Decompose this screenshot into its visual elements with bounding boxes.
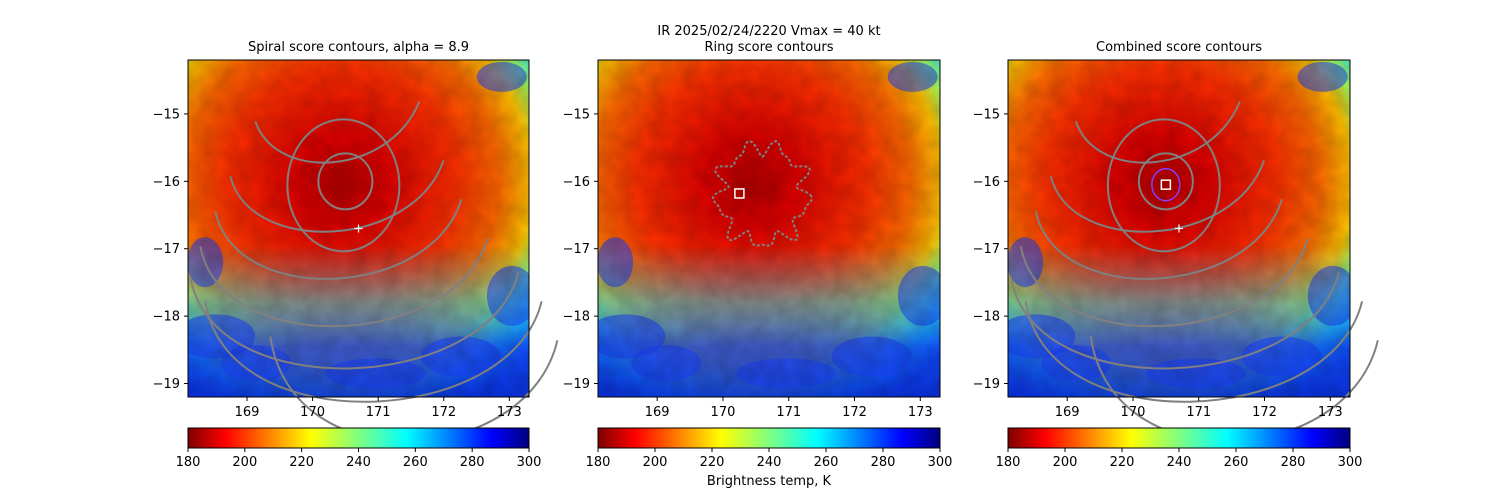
y-tick-label: −15 <box>563 107 590 122</box>
colorbar-tick-label: 280 <box>871 455 896 470</box>
colorbar-tick-label: 300 <box>928 455 953 470</box>
axes-frame <box>597 59 941 398</box>
contour-arc <box>189 272 520 370</box>
contour-arc <box>1009 272 1340 370</box>
contour-arc <box>199 238 489 328</box>
y-tick-label: −19 <box>563 377 590 392</box>
x-tick-label: 170 <box>711 405 736 420</box>
y-tick-label: −18 <box>153 310 180 325</box>
contour-middle <box>286 118 401 253</box>
colorbar-tick-label: 260 <box>403 455 428 470</box>
colorbar-tick-label: 240 <box>1167 455 1192 470</box>
x-tick-label: 169 <box>235 405 260 420</box>
colorbar-tick-label: 200 <box>232 455 257 470</box>
center-square-marker <box>1160 179 1172 190</box>
contour-arc <box>1074 100 1241 164</box>
y-tick-label: −17 <box>563 242 590 257</box>
contour-middle <box>1106 118 1221 253</box>
contour-arc <box>204 301 543 403</box>
x-tick-label: 171 <box>776 405 801 420</box>
contour-arc <box>229 159 445 233</box>
y-tick-label: −18 <box>563 310 590 325</box>
colorbar-tick-label: 220 <box>289 455 314 470</box>
colorbar-tick-label: 260 <box>814 455 839 470</box>
x-tick-label: 171 <box>366 405 391 420</box>
panel-3: Combined score contours 169 170 171 172 173 −1… <box>973 40 1379 470</box>
contour-arc <box>1024 301 1364 403</box>
contour-arc <box>1034 199 1283 280</box>
y-tick-label: −18 <box>973 310 1000 325</box>
x-tick-label: 169 <box>645 405 670 420</box>
y-tick-label: −16 <box>563 175 590 190</box>
y-tick-label: −19 <box>973 377 1000 392</box>
x-tick-label: 172 <box>1252 405 1277 420</box>
colorbar-tick-label: 220 <box>700 455 725 470</box>
x-tick-label: 169 <box>1055 405 1080 420</box>
colorbar-tick-label: 180 <box>996 455 1021 470</box>
colorbar-tick-label: 200 <box>643 455 668 470</box>
colorbar <box>1007 427 1351 449</box>
best-track-plus-marker <box>354 224 363 233</box>
ring-contour <box>711 139 814 247</box>
colorbar-tick-label: 200 <box>1053 455 1078 470</box>
x-tick-label: 173 <box>497 405 522 420</box>
y-tick-label: −15 <box>153 107 180 122</box>
score-contours <box>189 100 559 443</box>
score-contours <box>711 139 814 247</box>
x-tick-label: 172 <box>842 405 867 420</box>
ir-texture <box>598 60 940 397</box>
contour-inner <box>317 152 374 211</box>
axes-frame <box>1007 59 1351 398</box>
x-tick-label: 173 <box>1318 405 1343 420</box>
best-track-plus-marker <box>1175 224 1183 233</box>
colorbar <box>597 427 941 449</box>
x-tick-label: 173 <box>908 405 933 420</box>
y-tick-label: −15 <box>973 107 1000 122</box>
ir-image <box>598 60 940 397</box>
colorbar-tick-label: 280 <box>1281 455 1306 470</box>
combined-peak-contour <box>1151 167 1181 202</box>
center-square-marker <box>734 188 745 199</box>
contour-arc <box>1049 159 1265 233</box>
contour-arc <box>214 199 463 280</box>
contour-inner <box>1137 152 1194 211</box>
colorbar-tick-label: 180 <box>586 455 611 470</box>
x-tick-label: 171 <box>1186 405 1211 420</box>
colorbar-tick-label: 240 <box>346 455 371 470</box>
y-tick-label: −19 <box>153 377 180 392</box>
colorbar-tick-label: 240 <box>757 455 782 470</box>
panel-2: Ring score contours 169 170 171 172 173 −15 −16… <box>563 40 953 470</box>
y-tick-label: −16 <box>973 175 1000 190</box>
colorbar-tick-label: 260 <box>1224 455 1249 470</box>
y-tick-label: −16 <box>153 175 180 190</box>
contour-arc <box>1019 238 1309 328</box>
y-tick-label: −17 <box>973 242 1000 257</box>
score-contours <box>1009 100 1379 443</box>
colorbar-tick-label: 280 <box>460 455 485 470</box>
panel-1: Spiral score contours, alpha = 8.9 169 170… <box>153 40 559 470</box>
colorbar-tick-label: 180 <box>176 455 201 470</box>
panel-title: Spiral score contours, alpha = 8.9 <box>248 40 469 55</box>
suptitle: IR 2025/02/24/2220 Vmax = 40 kt <box>657 24 880 39</box>
panel-title: Ring score contours <box>704 40 833 55</box>
colorbar-label: Brightness temp, K <box>707 474 832 489</box>
colorbar <box>187 427 530 449</box>
panel-title: Combined score contours <box>1096 40 1262 55</box>
x-tick-label: 170 <box>1121 405 1146 420</box>
contour-arc <box>254 100 421 164</box>
colorbar-tick-label: 300 <box>517 455 542 470</box>
x-tick-label: 172 <box>431 405 456 420</box>
axes-frame <box>187 59 530 398</box>
colorbar-tick-label: 220 <box>1110 455 1135 470</box>
colorbar-tick-label: 300 <box>1338 455 1363 470</box>
x-tick-label: 170 <box>300 405 325 420</box>
y-tick-label: −17 <box>153 242 180 257</box>
